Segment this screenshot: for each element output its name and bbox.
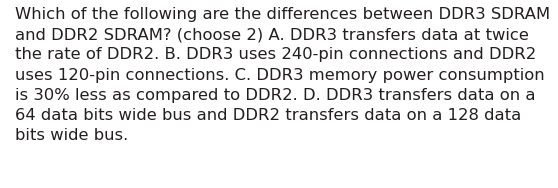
Text: Which of the following are the differences between DDR3 SDRAM
and DDR2 SDRAM? (c: Which of the following are the differenc… [16,7,551,143]
